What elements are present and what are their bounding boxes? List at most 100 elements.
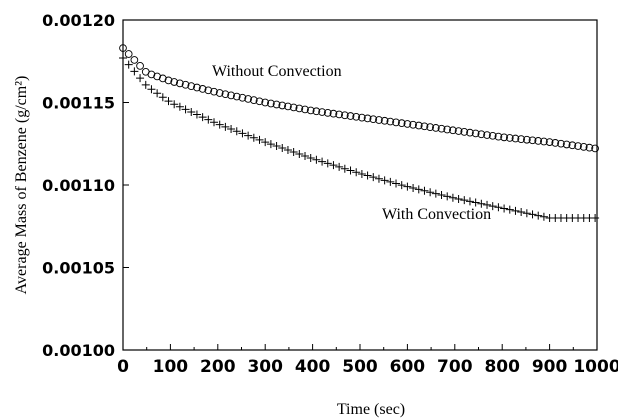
data-point-plus (136, 74, 145, 83)
data-point-plus (505, 205, 514, 214)
data-point-plus (437, 190, 446, 199)
data-point-circle (517, 135, 526, 143)
data-point-circle (460, 128, 469, 136)
data-point-circle (369, 115, 378, 124)
data-point-circle (534, 137, 543, 145)
data-point-plus (187, 107, 196, 116)
data-point-circle (170, 78, 179, 86)
y-tick-label: 0.00115 (42, 94, 115, 113)
data-point-plus (272, 142, 281, 151)
data-point-circle (500, 133, 508, 142)
series-1 (119, 53, 600, 222)
data-point-circle (187, 82, 196, 90)
data-point-circle (397, 119, 406, 128)
data-point-plus (511, 206, 520, 215)
data-point-plus (386, 177, 395, 186)
data-point-plus (448, 193, 457, 202)
data-point-plus (255, 135, 264, 144)
data-point-plus (153, 89, 162, 98)
data-point-plus (119, 53, 127, 62)
data-point-plus (539, 212, 548, 221)
data-point-circle (426, 123, 435, 131)
data-point-circle (221, 90, 230, 99)
data-point-circle (449, 126, 457, 135)
data-point-plus (369, 173, 378, 182)
data-point-plus (500, 204, 509, 213)
data-point-circle (181, 80, 190, 89)
data-point-plus (318, 157, 327, 166)
data-point-circle (477, 130, 486, 139)
data-point-circle (386, 117, 395, 126)
data-point-circle (431, 124, 440, 132)
x-tick-label: 300 (247, 357, 283, 377)
x-tick-label: 900 (532, 357, 568, 377)
data-point-circle (585, 143, 594, 152)
data-point-plus (158, 93, 167, 102)
data-point-plus (374, 174, 383, 183)
data-point-plus (164, 97, 173, 106)
data-point-circle (164, 76, 173, 85)
x-axis-label: Time (sec) (337, 401, 405, 418)
data-point-plus (301, 151, 310, 160)
data-point-plus (477, 199, 486, 208)
data-point-circle (249, 96, 258, 104)
data-point-circle (267, 99, 275, 108)
data-point-plus (141, 80, 150, 89)
data-point-plus (528, 210, 537, 219)
data-point-circle (443, 125, 452, 134)
data-point-plus (283, 146, 292, 155)
data-point-circle (375, 116, 383, 124)
data-point-plus (198, 113, 207, 122)
data-point-plus (340, 164, 349, 173)
data-point-circle (346, 112, 355, 120)
data-point-circle (255, 97, 264, 106)
data-point-circle (312, 107, 321, 116)
x-tick-label: 800 (484, 357, 520, 377)
data-point-plus (147, 85, 156, 94)
data-point-plus (363, 171, 372, 180)
axis-ticks: 0 100 200 300 400 500 600 700 800 900 1000 0.00100 0… (42, 11, 618, 377)
series-0 (119, 44, 599, 153)
data-point-plus (244, 131, 253, 140)
data-point-plus (181, 105, 190, 114)
data-point-circle (437, 124, 446, 133)
data-point-circle (557, 139, 565, 148)
data-point-circle (295, 104, 304, 113)
data-point-plus (488, 202, 497, 211)
data-point-plus (380, 176, 389, 185)
data-point-circle (323, 109, 332, 117)
y-axis-label: Average Mass of Benzene (g/cm²) (13, 76, 30, 295)
data-point-circle (284, 102, 292, 111)
data-point-plus (522, 209, 531, 218)
data-point-circle (340, 111, 349, 120)
x-tick-label: 1000 (573, 357, 618, 377)
data-point-circle (301, 105, 309, 114)
data-point-circle (124, 50, 133, 58)
data-point-circle (568, 141, 577, 150)
data-point-circle (574, 142, 582, 150)
data-point-circle (551, 139, 560, 147)
data-point-plus (266, 140, 275, 149)
annotation-with-convection: With Convection (382, 206, 491, 223)
data-point-plus (210, 118, 219, 127)
data-point-plus (431, 189, 440, 198)
data-point-plus (346, 166, 355, 175)
data-point-circle (471, 129, 480, 138)
x-tick-label: 500 (342, 357, 378, 377)
data-point-circle (272, 100, 281, 109)
data-point-circle (136, 62, 144, 70)
data-point-circle (488, 131, 497, 140)
plot-frame (122, 19, 598, 351)
data-point-plus (517, 208, 526, 217)
data-point-circle (193, 83, 201, 92)
data-point-plus (261, 138, 270, 147)
data-point-plus (249, 133, 258, 142)
data-point-circle (158, 74, 167, 83)
data-point-circle (392, 118, 400, 127)
data-point-plus (335, 162, 344, 171)
data-point-plus (352, 168, 361, 177)
data-point-plus (192, 110, 201, 119)
data-point-plus (124, 60, 133, 69)
data-point-plus (397, 181, 406, 190)
data-point-circle (227, 91, 235, 100)
